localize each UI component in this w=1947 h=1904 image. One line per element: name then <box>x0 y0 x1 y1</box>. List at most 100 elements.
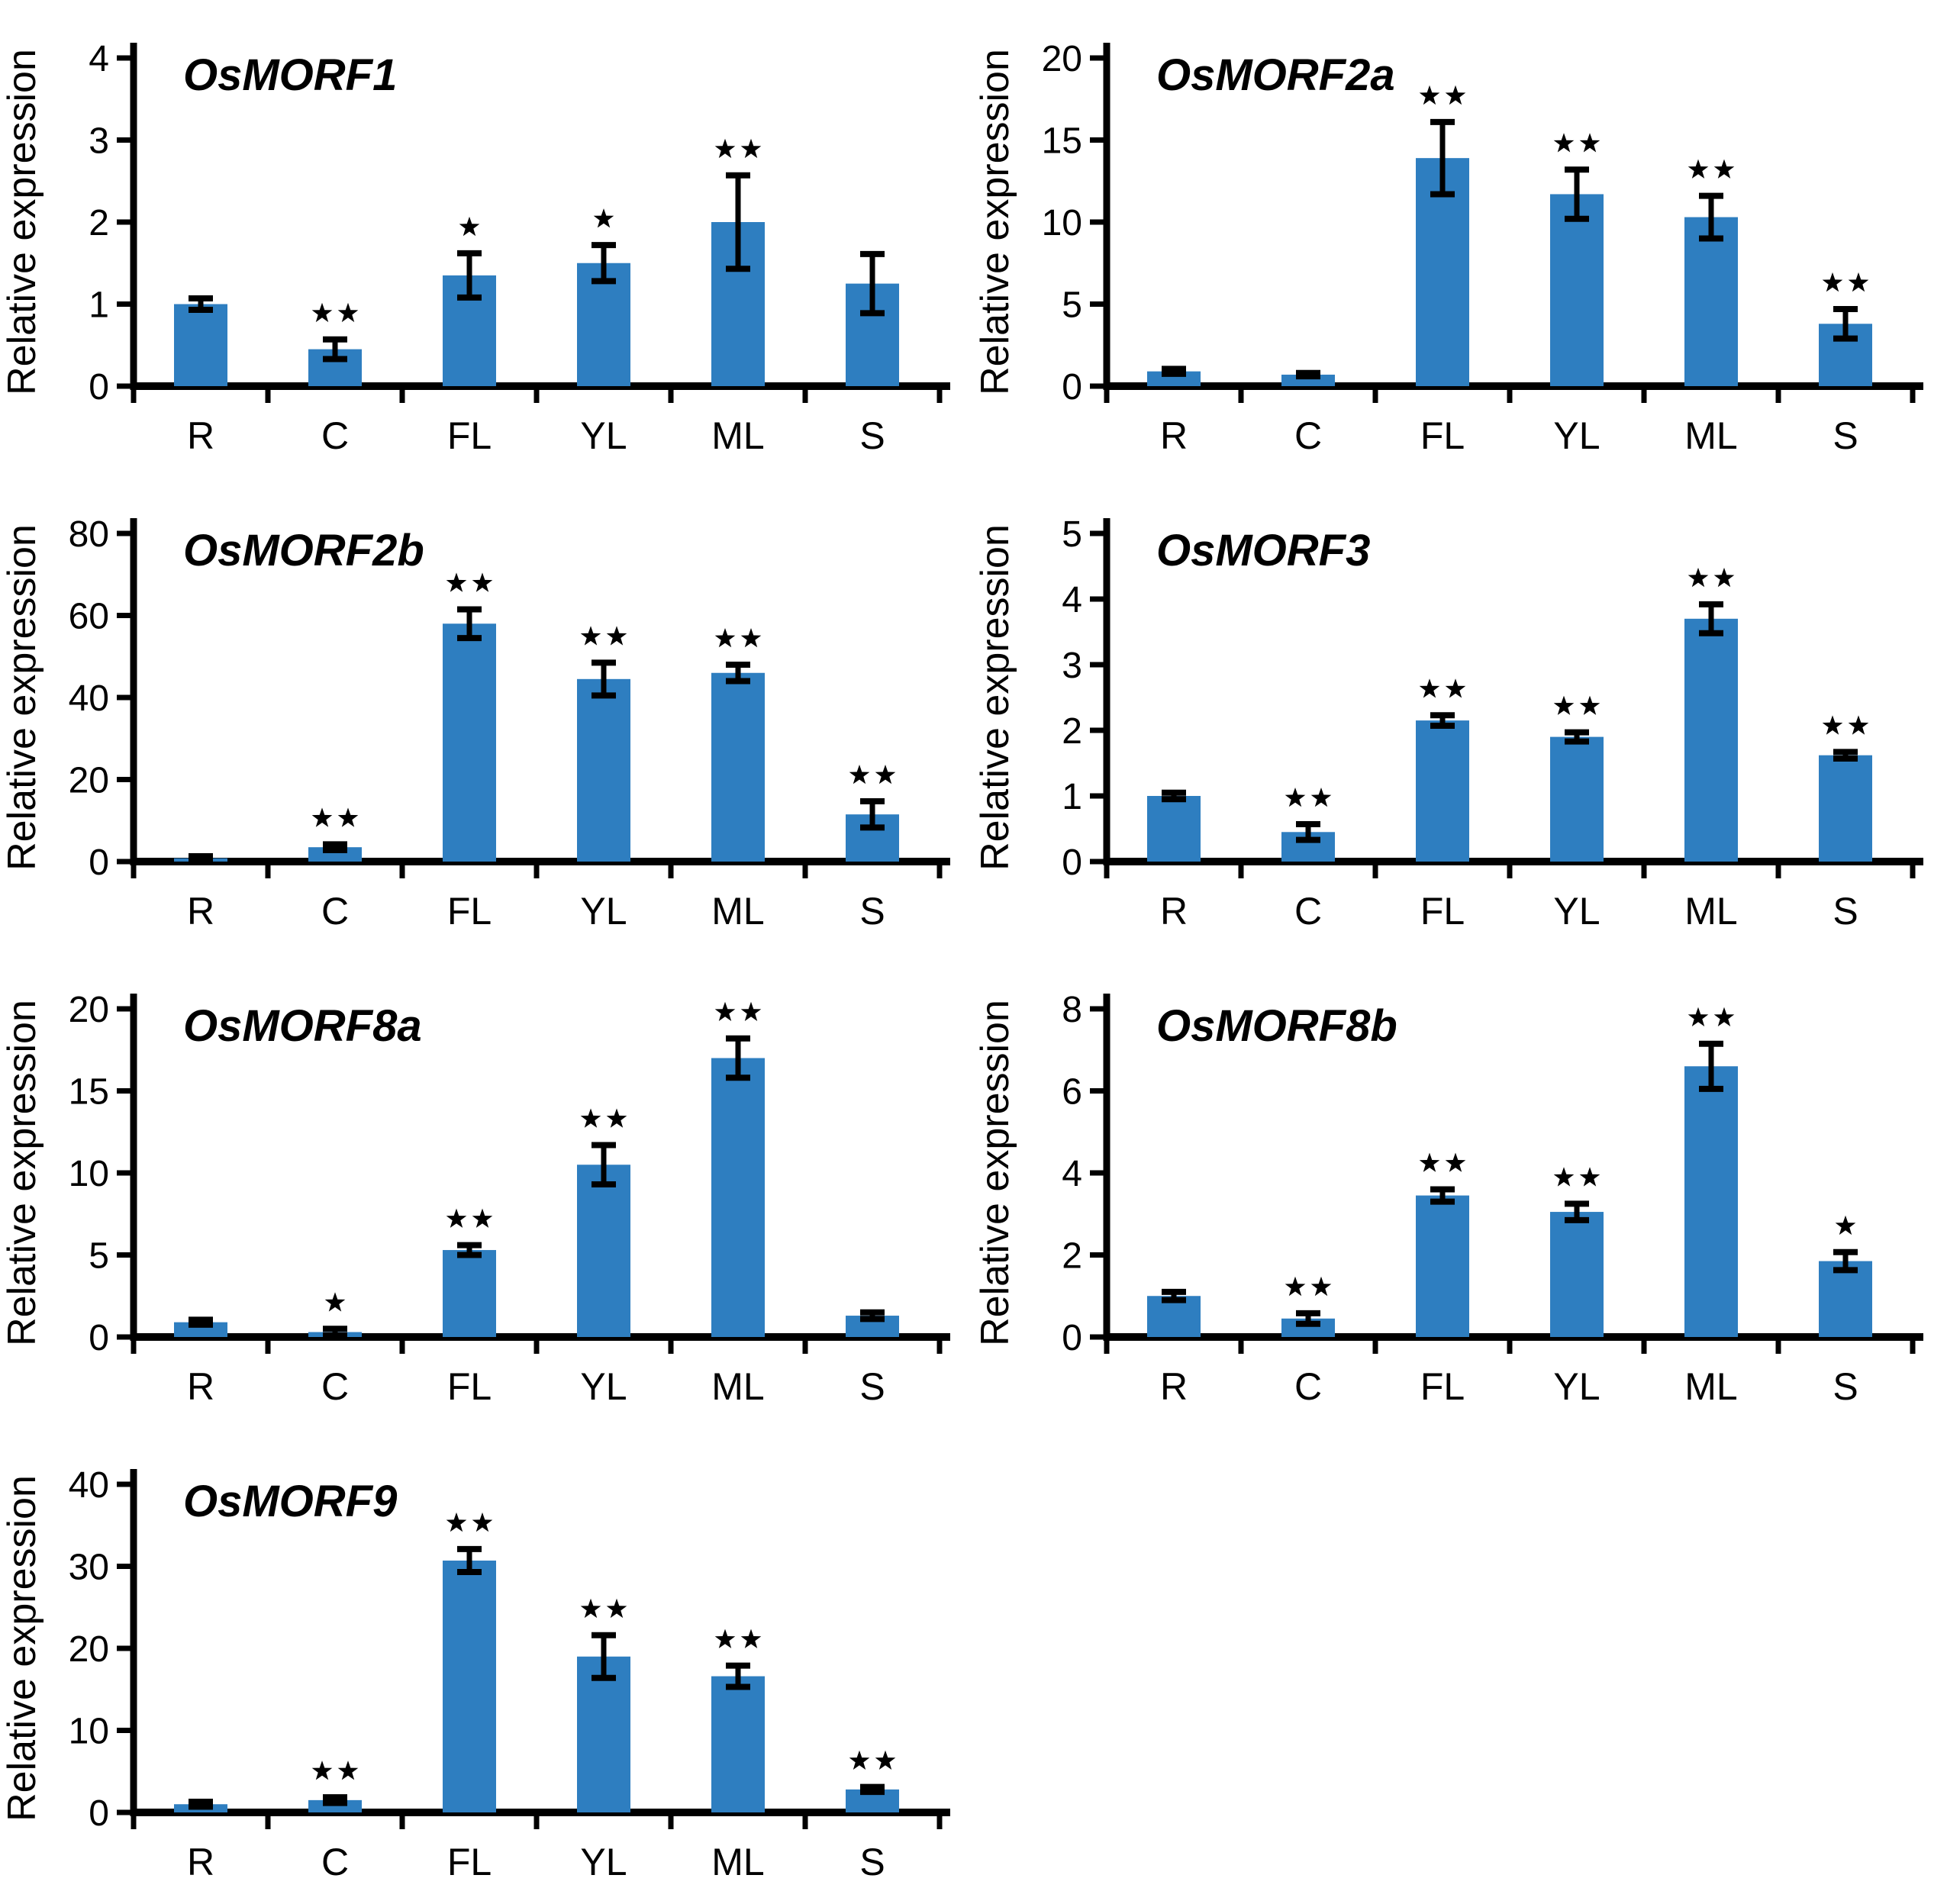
bar-FL <box>443 1250 496 1337</box>
x-category-label: FL <box>447 1841 492 1883</box>
y-tick-label: 0 <box>89 1793 109 1834</box>
significance-star-icon <box>1310 788 1332 807</box>
significance-star-icon <box>311 302 333 323</box>
significance-star-icon <box>472 1208 493 1228</box>
x-category-label: YL <box>580 890 627 933</box>
x-category-label: ML <box>1684 1365 1737 1408</box>
y-tick-label: 0 <box>1062 842 1082 883</box>
chart-title: OsMORF3 <box>1156 526 1370 575</box>
x-category-label: ML <box>711 1841 764 1883</box>
significance-star-icon <box>1579 695 1600 715</box>
chart-panel-OsMORF9: OsMORF9 Relative expression 0 10 20 30 40 R C FL Y… <box>0 1426 973 1904</box>
significance-star-icon <box>1688 1007 1709 1026</box>
bar-FL <box>1416 720 1469 862</box>
significance-star-icon <box>1713 567 1735 588</box>
significance-star-icon <box>1713 159 1735 179</box>
significance-star-icon <box>311 1761 333 1780</box>
x-category-label: FL <box>447 414 492 457</box>
bar-YL <box>577 1656 630 1812</box>
y-tick-label: 10 <box>69 1711 109 1751</box>
significance-star-icon <box>311 807 333 827</box>
x-category-label: FL <box>447 890 492 933</box>
x-category-label: S <box>859 890 885 933</box>
x-category-label: YL <box>580 1365 627 1408</box>
significance-star-icon <box>459 216 480 237</box>
bar-R <box>174 1322 227 1337</box>
chart-panel-OsMORF2a: OsMORF2a Relative expression 0 5 10 15 20 R C FL Y… <box>973 0 1947 475</box>
significance-star-icon <box>337 302 359 323</box>
bar-ML <box>1684 618 1738 862</box>
y-tick-label: 40 <box>69 1465 109 1506</box>
significance-star-icon <box>1848 272 1869 292</box>
x-category-label: R <box>1160 414 1188 457</box>
chart-title: OsMORF2b <box>183 526 424 575</box>
y-tick-label: 8 <box>1062 990 1082 1030</box>
x-category-label: YL <box>1553 890 1600 933</box>
y-tick-label: 5 <box>1062 514 1082 555</box>
x-category-label: ML <box>711 1365 764 1408</box>
y-axis-title: Relative expression <box>973 49 1017 395</box>
significance-star-icon <box>1713 1007 1735 1026</box>
chart-panel-OsMORF8b: OsMORF8b Relative expression 0 2 4 6 8 R C FL YL ML… <box>973 951 1947 1426</box>
significance-star-icon <box>875 1750 896 1770</box>
x-category-label: YL <box>1553 414 1600 457</box>
x-category-label: S <box>1833 1365 1858 1408</box>
y-axis-title: Relative expression <box>973 524 1017 871</box>
significance-star-icon <box>1419 678 1440 698</box>
significance-star-icon <box>580 1108 601 1128</box>
bar-FL <box>443 623 496 862</box>
x-category-label: C <box>321 1365 349 1408</box>
significance-star-icon <box>446 1512 467 1532</box>
x-category-label: ML <box>1684 414 1737 457</box>
significance-star-icon <box>472 572 493 592</box>
x-category-label: R <box>187 1365 214 1408</box>
significance-star-icon <box>740 1629 762 1648</box>
bar-S <box>1819 1261 1872 1337</box>
y-tick-label: 20 <box>69 760 109 801</box>
x-category-label: R <box>1160 1365 1188 1408</box>
bar-R <box>174 304 227 386</box>
bar-C <box>308 1799 362 1812</box>
significance-star-icon <box>1419 85 1440 105</box>
significance-star-icon <box>1445 678 1466 698</box>
significance-star-icon <box>1285 788 1306 807</box>
y-axis-title: Relative expression <box>973 1000 1017 1346</box>
chart-panel-OsMORF2b: OsMORF2b Relative expression 0 20 40 60 80 R C FL… <box>0 475 973 951</box>
y-tick-label: 4 <box>89 39 109 79</box>
significance-star-icon <box>849 765 870 784</box>
y-tick-label: 5 <box>89 1236 109 1276</box>
y-tick-label: 0 <box>89 367 109 408</box>
significance-star-icon <box>606 1108 627 1128</box>
significance-star-icon <box>324 1292 346 1312</box>
bar-C <box>308 847 362 862</box>
x-category-label: C <box>1294 414 1322 457</box>
y-tick-label: 10 <box>69 1154 109 1194</box>
x-category-label: S <box>859 1365 885 1408</box>
x-category-label: C <box>321 1841 349 1883</box>
x-category-label: S <box>1833 414 1858 457</box>
x-category-label: R <box>187 890 214 933</box>
chart-panel-OsMORF3: OsMORF3 Relative expression 0 1 2 3 4 5 R C FL YL ML… <box>973 475 1947 951</box>
x-category-label: C <box>321 414 349 457</box>
y-tick-label: 3 <box>1062 646 1082 686</box>
significance-star-icon <box>740 138 762 159</box>
y-axis-title: Relative expression <box>0 1000 44 1346</box>
chart-svg-OsMORF1: OsMORF1 Relative expression 0 1 2 3 4 R C FL YL ML S <box>0 39 950 457</box>
significance-star-icon <box>337 807 359 827</box>
chart-title: OsMORF9 <box>183 1477 397 1526</box>
y-tick-label: 5 <box>1062 285 1082 325</box>
significance-star-icon <box>580 1598 601 1619</box>
x-category-label: FL <box>1420 414 1465 457</box>
chart-svg-OsMORF9: OsMORF9 Relative expression 0 10 20 30 40 R C FL Y… <box>0 1465 950 1883</box>
y-tick-label: 15 <box>1042 121 1082 161</box>
significance-star-icon <box>849 1750 870 1770</box>
significance-star-icon <box>1579 133 1600 153</box>
significance-star-icon <box>1688 567 1709 588</box>
significance-star-icon <box>1310 1276 1332 1297</box>
significance-star-icon <box>714 1629 736 1648</box>
significance-star-icon <box>580 626 601 646</box>
bar-YL <box>1550 736 1604 862</box>
bar-YL <box>1550 1212 1604 1337</box>
x-category-label: ML <box>1684 890 1737 933</box>
